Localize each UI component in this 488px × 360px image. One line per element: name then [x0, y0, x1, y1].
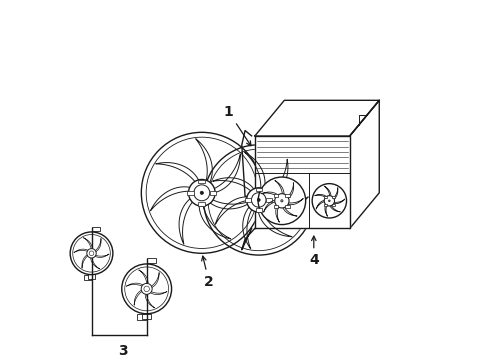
Bar [209, 191, 216, 195]
Text: 2: 2 [201, 256, 213, 289]
Circle shape [70, 232, 113, 275]
Bar [92, 227, 100, 231]
Circle shape [324, 195, 334, 206]
Text: 4: 4 [308, 236, 318, 267]
Bar [88, 274, 95, 279]
Circle shape [141, 283, 152, 294]
Bar [255, 208, 261, 212]
Bar [274, 194, 278, 197]
Polygon shape [349, 100, 379, 228]
Circle shape [246, 188, 270, 212]
Circle shape [274, 194, 288, 208]
Text: 1: 1 [223, 105, 250, 146]
Bar [285, 194, 289, 197]
Bar [198, 180, 204, 184]
Polygon shape [254, 100, 379, 136]
Circle shape [122, 264, 171, 314]
Bar [198, 202, 204, 206]
Bar [83, 275, 91, 280]
Polygon shape [254, 136, 349, 228]
Bar [323, 204, 326, 206]
Bar [255, 188, 261, 192]
Polygon shape [241, 131, 254, 250]
Bar [187, 191, 193, 195]
Bar [265, 198, 271, 202]
Bar [331, 196, 334, 198]
Text: 3: 3 [118, 344, 127, 358]
Bar [142, 314, 151, 319]
Bar [285, 205, 289, 208]
Circle shape [188, 180, 215, 206]
Bar [137, 314, 146, 320]
Bar [331, 204, 334, 206]
Circle shape [258, 177, 305, 225]
Circle shape [200, 191, 203, 194]
Circle shape [87, 249, 96, 258]
Bar [245, 198, 251, 202]
Bar [147, 258, 156, 264]
Circle shape [311, 184, 346, 218]
Bar [323, 196, 326, 198]
Circle shape [257, 198, 260, 201]
Bar [274, 205, 278, 208]
